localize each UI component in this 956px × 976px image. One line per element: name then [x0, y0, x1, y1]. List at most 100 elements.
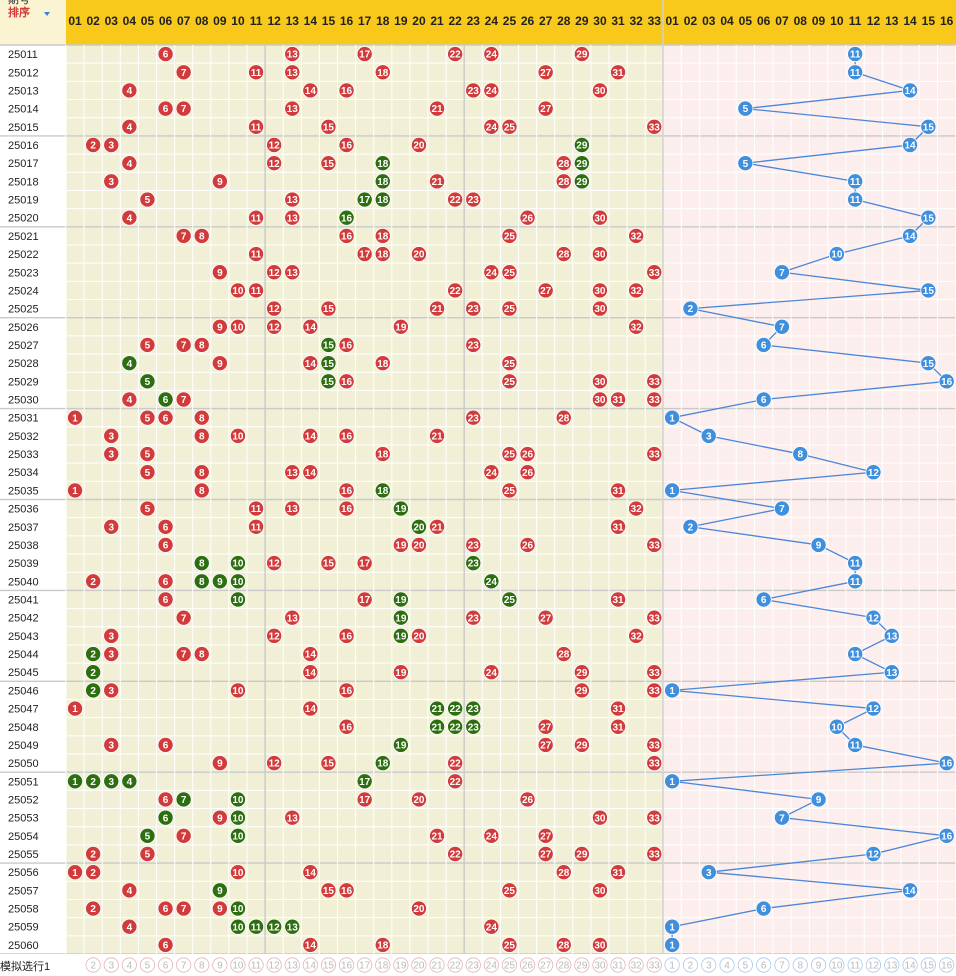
sim-number-circle[interactable]	[139, 957, 156, 973]
sim-number-circle[interactable]	[810, 957, 827, 973]
sim-number-cell[interactable]: 11	[847, 957, 863, 973]
sim-number-circle[interactable]	[393, 957, 409, 973]
sim-number-circle[interactable]	[646, 957, 662, 973]
sim-number-circle[interactable]	[338, 957, 355, 973]
sim-number-circle[interactable]	[157, 957, 174, 973]
sim-number-circle[interactable]	[719, 957, 735, 973]
sim-number-cell[interactable]: 29	[574, 957, 590, 973]
sim-number-cell[interactable]: 33	[646, 957, 662, 973]
sim-number-circle[interactable]	[737, 957, 753, 973]
sim-number-circle[interactable]	[774, 957, 790, 973]
sim-number-circle[interactable]	[829, 957, 845, 973]
sim-number-cell[interactable]: 4	[719, 957, 735, 973]
sim-number-cell[interactable]: 3	[103, 957, 119, 973]
sim-number-cell[interactable]: 7	[176, 957, 192, 973]
sim-number-circle[interactable]	[85, 957, 101, 973]
sim-number-cell[interactable]: 14	[302, 957, 318, 973]
sim-number-circle[interactable]	[847, 957, 863, 973]
sim-number-circle[interactable]	[212, 957, 228, 973]
sim-number-circle[interactable]	[230, 957, 246, 973]
sim-number-circle[interactable]	[483, 957, 499, 973]
sim-number-cell[interactable]: 22	[447, 957, 463, 973]
sim-number-circle[interactable]	[176, 957, 192, 973]
sim-number-circle[interactable]	[248, 957, 264, 973]
sim-number-cell[interactable]: 2	[85, 957, 101, 973]
sim-number-cell[interactable]: 9	[212, 957, 228, 973]
sim-number-cell[interactable]: 1	[664, 957, 680, 973]
sim-number-circle[interactable]	[501, 957, 518, 973]
sim-number-circle[interactable]	[357, 957, 373, 973]
sim-number-cell[interactable]: 24	[483, 957, 499, 973]
sim-number-cell[interactable]: 13	[284, 957, 300, 973]
sim-number-cell[interactable]: 13	[884, 957, 900, 973]
sim-number-cell[interactable]: 17	[357, 957, 373, 973]
sim-number-cell[interactable]: 9	[810, 957, 827, 973]
sim-number-cell[interactable]: 23	[465, 957, 481, 973]
sim-number-circle[interactable]	[682, 957, 699, 973]
sim-number-cell[interactable]: 20	[411, 957, 427, 973]
sim-number-cell[interactable]: 27	[538, 957, 554, 973]
sim-number-circle[interactable]	[375, 957, 391, 973]
sim-number-cell[interactable]: 2	[682, 957, 699, 973]
sim-number-circle[interactable]	[865, 957, 882, 973]
sim-number-cell[interactable]: 5	[139, 957, 156, 973]
sim-number-circle[interactable]	[519, 957, 536, 973]
sim-number-cell[interactable]: 31	[610, 957, 626, 973]
sim-number-cell[interactable]: 18	[375, 957, 391, 973]
sim-number-cell[interactable]: 11	[248, 957, 264, 973]
sim-number-cell[interactable]: 7	[774, 957, 790, 973]
sim-number-cell[interactable]: 14	[902, 957, 918, 973]
sim-number-circle[interactable]	[574, 957, 590, 973]
sim-number-circle[interactable]	[194, 957, 210, 973]
sim-number-circle[interactable]	[538, 957, 554, 973]
sim-number-cell[interactable]: 10	[829, 957, 845, 973]
sim-number-cell[interactable]: 12	[865, 957, 882, 973]
sim-number-circle[interactable]	[320, 957, 337, 973]
sim-number-cell[interactable]: 4	[121, 957, 137, 973]
sim-number-circle[interactable]	[664, 957, 680, 973]
sim-number-circle[interactable]	[465, 957, 481, 973]
sim-number-cell[interactable]: 16	[338, 957, 355, 973]
sim-number-cell[interactable]: 5	[737, 957, 753, 973]
sort-dropdown-icon[interactable]	[44, 12, 50, 16]
sim-number-circle[interactable]	[920, 957, 936, 973]
sim-number-cell[interactable]: 15	[320, 957, 337, 973]
sort-label[interactable]: 排序	[8, 5, 30, 19]
sim-number-cell[interactable]: 8	[792, 957, 808, 973]
sim-number-circle[interactable]	[556, 957, 572, 973]
sim-number-cell[interactable]: 12	[266, 957, 282, 973]
sim-number-circle[interactable]	[884, 957, 900, 973]
sim-row-label[interactable]: 模拟选行1	[0, 959, 50, 973]
sim-number-cell[interactable]: 3	[701, 957, 717, 973]
sim-number-circle[interactable]	[429, 957, 445, 973]
sim-number-cell[interactable]: 16	[939, 957, 955, 973]
sim-number-cell[interactable]: 10	[230, 957, 246, 973]
sim-number-circle[interactable]	[447, 957, 463, 973]
sim-number-circle[interactable]	[939, 957, 955, 973]
sim-number-circle[interactable]	[610, 957, 626, 973]
sim-number-circle[interactable]	[628, 957, 644, 973]
sim-number-circle[interactable]	[266, 957, 282, 973]
sim-number-cell[interactable]: 6	[756, 957, 772, 973]
sim-number-circle[interactable]	[902, 957, 918, 973]
sim-number-circle[interactable]	[592, 957, 608, 973]
sim-number-cell[interactable]: 19	[393, 957, 409, 973]
sim-number-circle[interactable]	[302, 957, 318, 973]
sim-number-circle[interactable]	[103, 957, 119, 973]
sim-number-cell[interactable]: 6	[157, 957, 174, 973]
sim-number-circle[interactable]	[411, 957, 427, 973]
sim-number-cell[interactable]: 25	[501, 957, 518, 973]
sim-number-circle[interactable]	[792, 957, 808, 973]
sim-number-cell[interactable]: 15	[920, 957, 936, 973]
sim-number-cell[interactable]: 8	[194, 957, 210, 973]
sim-number-cell[interactable]: 21	[429, 957, 445, 973]
sim-number-cell[interactable]: 32	[628, 957, 644, 973]
sim-number-cell[interactable]: 28	[556, 957, 572, 973]
red-ball-number: 28	[558, 250, 570, 261]
sim-number-circle[interactable]	[121, 957, 137, 973]
sim-number-circle[interactable]	[756, 957, 772, 973]
sim-number-circle[interactable]	[701, 957, 717, 973]
sim-number-cell[interactable]: 30	[592, 957, 608, 973]
sim-number-circle[interactable]	[284, 957, 300, 973]
sim-number-cell[interactable]: 26	[519, 957, 536, 973]
